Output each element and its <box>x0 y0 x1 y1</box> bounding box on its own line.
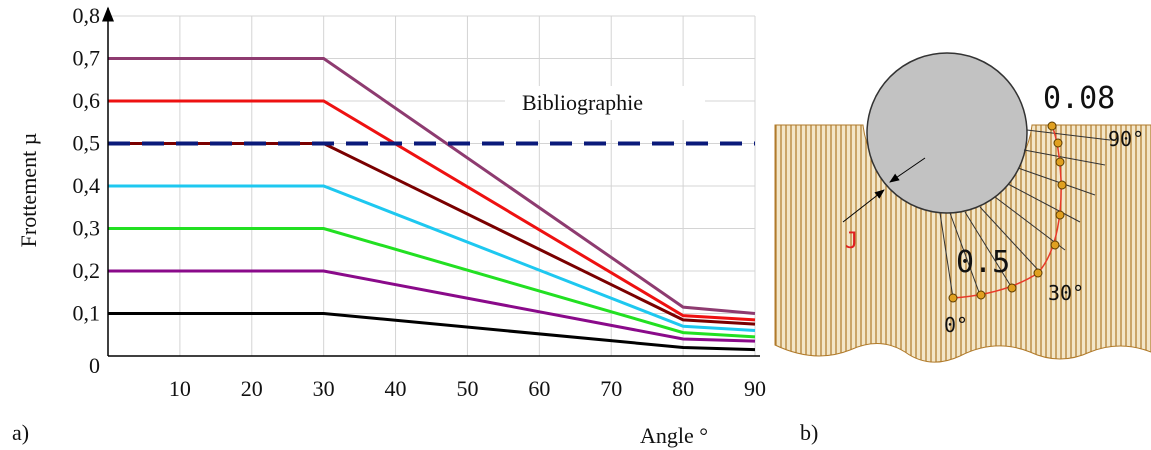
panel-label: b) <box>800 420 818 445</box>
friction-curve <box>952 125 1062 299</box>
rays <box>939 129 1111 299</box>
series-line <box>108 227 756 339</box>
series-line <box>108 184 756 332</box>
y-tick-label: 0,6 <box>73 88 101 113</box>
x-tick-label: 40 <box>385 376 407 401</box>
legend-label: Bibliographie <box>522 90 643 115</box>
x-tick-label: 10 <box>169 376 191 401</box>
y-axis-label: Frottement µ <box>16 133 41 248</box>
label: 90° <box>1108 127 1144 151</box>
diagram-b: 0.08 90° J 0.5 30° 0° <box>774 52 1151 363</box>
label: J <box>845 229 858 254</box>
legend-bg <box>505 86 705 120</box>
x-tick-label: 90 <box>744 376 766 401</box>
x-tick-label: 80 <box>672 376 694 401</box>
y-tick-label: 0,3 <box>73 216 101 241</box>
x-tick-label: 30 <box>313 376 335 401</box>
panel-label: a) <box>12 420 29 445</box>
x-axis-label: Angle ° <box>640 423 708 448</box>
series-line <box>108 312 756 352</box>
x-tick-label: 20 <box>241 376 263 401</box>
label: 0.5 <box>956 245 1010 280</box>
series-line <box>108 142 756 326</box>
y-tick-label: 0,7 <box>73 46 101 71</box>
label: 30° <box>1048 281 1084 305</box>
chart-a: 0 0,1 0,2 0,3 0,4 0,5 0,6 0,7 0,8 10 20 30 40 50 60 70 8… <box>16 3 766 448</box>
y-tick-label: 0,4 <box>73 173 101 198</box>
label: 0° <box>944 313 968 337</box>
y-tick-label: 0,8 <box>73 3 101 28</box>
y-tick-label: 0,2 <box>73 258 101 283</box>
x-tick-label: 70 <box>600 376 622 401</box>
x-tick-label: 50 <box>456 376 478 401</box>
arrow <box>889 157 926 183</box>
points <box>948 121 1067 303</box>
series-line <box>108 99 756 322</box>
arrow <box>842 189 885 223</box>
label: 0.08 <box>1043 81 1115 116</box>
ball <box>866 52 1028 214</box>
y-tick-label: 0 <box>89 353 100 378</box>
x-tick-label: 60 <box>528 376 550 401</box>
y-tick-label: 0,5 <box>73 131 101 156</box>
series-line <box>108 269 756 343</box>
y-tick-label: 0,1 <box>73 301 101 326</box>
series-line <box>108 57 756 315</box>
